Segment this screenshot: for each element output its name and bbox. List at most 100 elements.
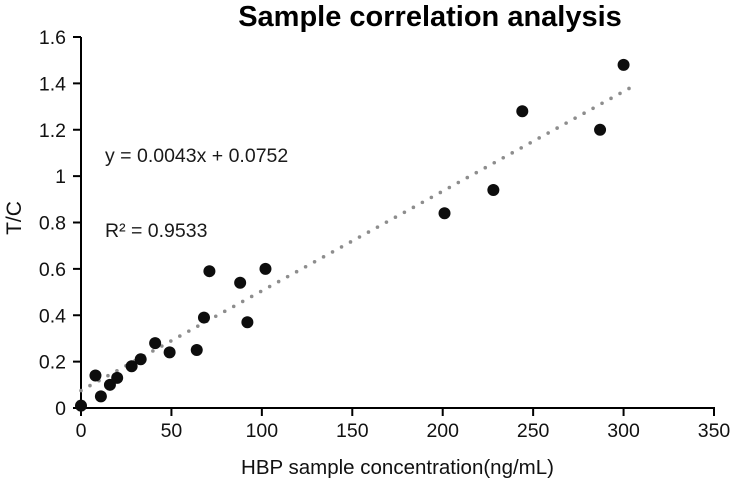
x-tick-label: 350 xyxy=(698,420,731,442)
data-point xyxy=(197,311,210,324)
x-axis-title: HBP sample concentration(ng/mL) xyxy=(241,456,554,479)
x-tick-label: 250 xyxy=(517,420,550,442)
trendline-dot xyxy=(267,284,272,289)
y-tick-label: 0.8 xyxy=(39,213,66,235)
y-tick-label: 1 xyxy=(55,166,66,188)
trendline-dot xyxy=(312,259,317,264)
trendline-dot xyxy=(627,86,631,91)
data-point xyxy=(516,105,529,118)
data-point xyxy=(259,262,272,275)
data-point xyxy=(125,360,138,373)
trendline-dot xyxy=(501,155,506,160)
trendline-dot xyxy=(447,185,452,190)
trendline-dot xyxy=(88,383,92,388)
data-point xyxy=(617,58,630,71)
trendline-dot xyxy=(106,373,110,378)
trendline-dot xyxy=(321,255,326,259)
trendline-dot xyxy=(384,220,389,224)
data-point xyxy=(190,344,203,357)
x-tick-label: 50 xyxy=(161,420,183,442)
trendline-dot xyxy=(222,309,227,314)
trendline-dot xyxy=(178,334,182,338)
trendline-dot xyxy=(375,225,380,229)
trendline-dot xyxy=(195,324,200,328)
data-point xyxy=(487,184,500,197)
trendline-dot xyxy=(456,180,461,185)
trendline-dot xyxy=(483,165,488,170)
trendline-dot xyxy=(330,250,335,254)
trendline-dot xyxy=(276,279,281,284)
y-tick-label: 0.6 xyxy=(39,259,66,281)
trendline-dot xyxy=(528,141,532,145)
data-point xyxy=(75,399,87,412)
x-tick-label: 0 xyxy=(76,420,87,442)
data-point xyxy=(111,371,124,384)
trendline-dot xyxy=(160,344,164,348)
trendline-dot xyxy=(474,170,479,175)
x-tick-label: 100 xyxy=(246,420,279,442)
trendline-dot xyxy=(492,160,497,165)
x-tick-label: 150 xyxy=(336,420,369,442)
trendline-dot xyxy=(285,274,290,279)
data-point xyxy=(163,346,176,359)
y-tick-label: 0.4 xyxy=(39,305,66,327)
trendline-dot xyxy=(555,126,559,130)
trendline-dot xyxy=(348,240,353,244)
trendline-dot xyxy=(294,269,299,274)
y-tick-label: 0.2 xyxy=(39,352,66,374)
trendline-dot xyxy=(546,131,550,135)
trendline-dot xyxy=(618,91,622,96)
y-tick-label: 0 xyxy=(55,398,66,420)
data-point xyxy=(94,390,107,403)
trendline-dot xyxy=(609,96,613,101)
trendline-dot xyxy=(420,200,425,205)
trendline-dot xyxy=(151,349,155,353)
trendline-dot xyxy=(582,111,586,116)
trendline-dot xyxy=(411,205,416,210)
trendline-dot xyxy=(115,368,119,373)
x-tick-label: 200 xyxy=(426,420,459,442)
x-tick-label: 300 xyxy=(607,420,640,442)
trendline-dot xyxy=(366,230,371,234)
trendline-dot xyxy=(213,314,218,319)
chart-title: Sample correlation analysis xyxy=(238,1,622,33)
regression-annotation: y = 0.0043x + 0.0752 R² = 0.9533 xyxy=(105,94,288,294)
y-axis-title: T/C xyxy=(3,201,26,235)
data-point xyxy=(241,316,254,329)
trendline-dot xyxy=(303,264,308,269)
trendline-dot xyxy=(187,329,191,333)
trendline-dot xyxy=(231,304,236,309)
trendline-dot xyxy=(519,146,523,150)
trendline-dot xyxy=(339,245,344,249)
regression-equation: y = 0.0043x + 0.0752 xyxy=(105,145,289,167)
trendline-dot xyxy=(249,294,254,299)
trendline-dot xyxy=(465,175,470,180)
data-point xyxy=(89,369,102,382)
trendline-dot xyxy=(240,299,245,304)
trendline-dot xyxy=(429,195,434,200)
trendline-dot xyxy=(510,151,515,155)
trendline-dot xyxy=(438,190,443,195)
trendline-dot xyxy=(169,339,173,343)
trendline-dot xyxy=(402,210,407,215)
trendline-dot xyxy=(258,289,263,294)
trendline-dot xyxy=(393,215,398,220)
data-point xyxy=(594,123,607,136)
data-point xyxy=(149,337,162,350)
trendline-dot xyxy=(573,116,577,120)
data-point xyxy=(134,353,147,366)
trendline-dot xyxy=(564,121,568,125)
y-tick-label: 1.2 xyxy=(39,120,66,142)
y-tick-label: 1.6 xyxy=(39,27,66,49)
r-squared-value: R² = 0.9533 xyxy=(105,220,208,242)
trendline-dot xyxy=(79,388,83,393)
trendline-dot xyxy=(591,106,595,111)
data-point xyxy=(234,276,247,289)
data-point xyxy=(438,207,451,220)
trendline-dot xyxy=(537,136,541,140)
y-tick-label: 1.4 xyxy=(39,73,66,95)
data-point xyxy=(203,265,216,278)
trendline-dot xyxy=(600,101,604,106)
